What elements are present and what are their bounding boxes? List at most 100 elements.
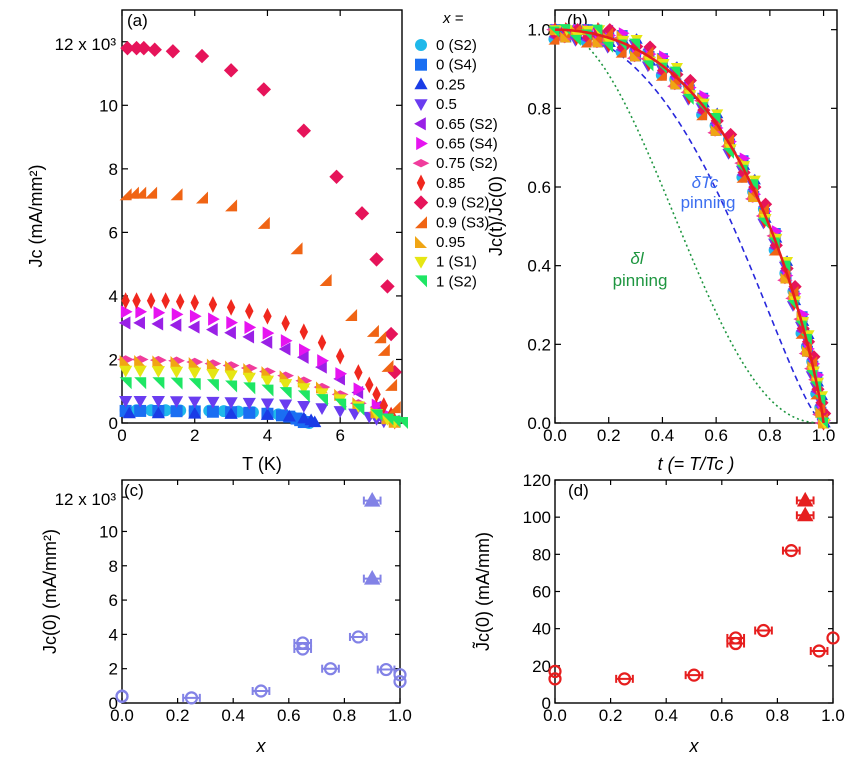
y-tick-label: 40 (532, 620, 551, 639)
legend-marker (414, 77, 428, 90)
data-point (317, 334, 327, 352)
data-point (242, 330, 255, 344)
x-axis-label: x (256, 736, 267, 756)
data-point (354, 364, 363, 381)
data-point (592, 36, 604, 48)
data-point (151, 395, 165, 408)
data-point (224, 407, 238, 419)
data-point (225, 380, 238, 393)
legend-label: 0.65 (S2) (436, 116, 498, 133)
data-point (260, 398, 275, 411)
data-point (242, 397, 256, 410)
legend-marker (416, 136, 428, 151)
legend-marker (414, 99, 428, 111)
legend-label: 0.75 (S2) (436, 155, 498, 172)
data-point (226, 316, 238, 330)
legend-marker (414, 117, 426, 131)
data-point (133, 316, 145, 330)
data-point (165, 44, 181, 59)
data-point (121, 292, 130, 310)
data-point (297, 401, 311, 413)
data-point (126, 186, 139, 199)
data-point (354, 206, 370, 221)
data-point (296, 350, 309, 364)
data-point (317, 354, 329, 368)
x-tick-label: 0.2 (597, 426, 621, 445)
data-point (296, 636, 310, 650)
y-tick-label: 0 (109, 694, 118, 713)
data-point (134, 186, 147, 199)
data-point (729, 631, 743, 645)
data-point (115, 689, 129, 704)
data-point (122, 406, 136, 419)
data-point (683, 73, 697, 88)
x-tick-label: 1.0 (821, 706, 845, 725)
y-tick-label: 6 (109, 591, 118, 610)
data-point (315, 360, 327, 374)
data-point (256, 82, 272, 97)
x-tick-label: 0.8 (333, 706, 357, 725)
x-tick-label: 0.4 (651, 426, 675, 445)
data-point (335, 367, 348, 381)
x-tick-label: 0.2 (599, 706, 623, 725)
data-point (280, 334, 293, 348)
data-point (245, 302, 254, 320)
data-point (134, 404, 147, 417)
data-point (151, 406, 165, 419)
y-tick-label: 100 (523, 508, 551, 527)
x-tick-label: 0.6 (277, 706, 301, 725)
data-point (206, 358, 219, 371)
y-tick-label: 1.0 (527, 21, 551, 40)
panel-label: (d) (568, 481, 589, 500)
y-axis-label: Jc(t)/Jc(0) (486, 176, 506, 256)
data-point (371, 398, 384, 412)
data-point (119, 404, 132, 417)
data-point (388, 415, 401, 428)
data-point (260, 375, 275, 388)
panel-d: 0.0 0.2 0.4 0.6 0.8 1.0 0 20 40 60 80 100 120 (d) x J̃c… (472, 471, 845, 756)
data-point (119, 377, 132, 390)
legend-label: 0.65 (S4) (436, 136, 498, 153)
data-point (319, 274, 332, 287)
data-point (788, 280, 802, 294)
data-point (396, 417, 408, 429)
data-point (188, 367, 202, 380)
data-point (369, 252, 384, 267)
data-point (696, 102, 708, 114)
legend-label: 0 (S2) (436, 37, 477, 54)
data-point (206, 368, 220, 381)
data-point (345, 308, 358, 321)
data-point (602, 41, 614, 53)
data-point (313, 382, 331, 392)
data-point (119, 365, 133, 378)
data-point (784, 544, 798, 558)
legend-label: 0.9 (S3) (436, 214, 489, 231)
data-point (190, 294, 199, 311)
x-tick-label: 0.6 (704, 426, 728, 445)
data-point (261, 384, 274, 397)
legend-marker (415, 236, 427, 248)
data-point (297, 383, 311, 395)
annotation-dTc: δTc (692, 173, 719, 192)
data-point (132, 292, 141, 310)
plot-frame (121, 9, 403, 424)
data-point (187, 320, 200, 334)
data-point (812, 644, 826, 658)
data-point (184, 691, 199, 705)
plot-frame (121, 479, 401, 704)
dl-pinning-curve (554, 28, 824, 424)
data-point (152, 377, 165, 390)
data-point (296, 123, 312, 138)
data-point (560, 31, 572, 43)
data-point (569, 34, 581, 46)
data-point (223, 63, 239, 78)
data-point (736, 171, 748, 183)
data-point (261, 366, 274, 379)
legend-label: 0.95 (436, 234, 465, 251)
data-point (756, 623, 771, 638)
data-point (388, 401, 401, 414)
data-point (630, 39, 644, 54)
data-point (262, 326, 275, 340)
data-point (175, 293, 185, 311)
